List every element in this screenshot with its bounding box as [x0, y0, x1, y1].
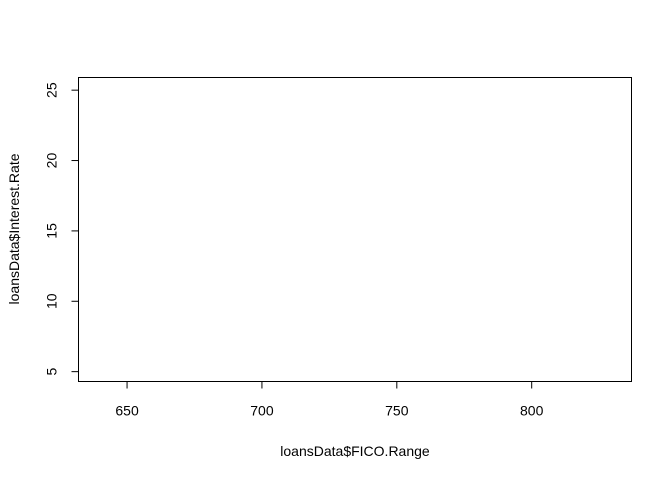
- x-tick-label: 700: [250, 403, 274, 419]
- y-tick-label: 10: [44, 293, 60, 309]
- x-tick-label: 800: [520, 403, 544, 419]
- y-axis-label: loansData$Interest.Rate: [6, 153, 22, 304]
- x-axis: 650 700 750 800: [115, 381, 544, 419]
- y-tick-label: 20: [44, 153, 60, 169]
- y-axis: 5 10 15 20 25: [44, 82, 79, 376]
- x-axis-label: loansData$FICO.Range: [280, 443, 430, 459]
- y-tick-label: 5: [44, 368, 60, 376]
- y-tick-label: 15: [44, 223, 60, 239]
- x-tick-label: 650: [115, 403, 139, 419]
- x-tick-label: 750: [385, 403, 409, 419]
- y-tick-label: 25: [44, 82, 60, 98]
